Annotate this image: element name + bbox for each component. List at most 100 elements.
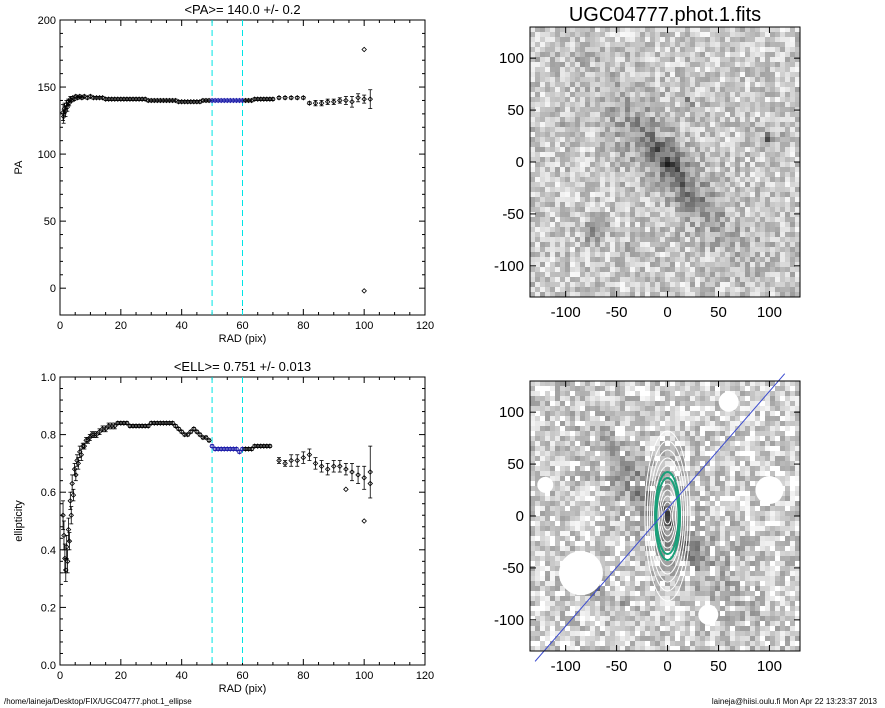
pixel (735, 421, 740, 426)
pixel (630, 446, 635, 451)
pixel (615, 456, 620, 461)
data-point (261, 96, 267, 102)
pixel (580, 37, 585, 42)
pixel (725, 82, 730, 87)
pixel (675, 122, 680, 127)
pixel (675, 441, 680, 446)
pixel (790, 192, 795, 197)
pixel (665, 47, 670, 52)
pixel (540, 82, 545, 87)
pixel (535, 82, 540, 87)
pixel (705, 127, 710, 132)
pixel (700, 421, 705, 426)
pixel (685, 162, 690, 167)
pixel (620, 182, 625, 187)
pixel (730, 62, 735, 67)
pixel (675, 82, 680, 87)
pixel (580, 127, 585, 132)
pixel (795, 87, 800, 92)
pixel (625, 446, 630, 451)
pixel (530, 441, 535, 446)
pixel (715, 277, 720, 282)
data-point (64, 104, 71, 110)
pixel (590, 97, 595, 102)
pixel (630, 67, 635, 72)
pixel (795, 282, 800, 287)
pixel (655, 107, 660, 112)
pixel (680, 381, 685, 386)
pixel (740, 272, 745, 277)
pixel (695, 227, 700, 232)
pixel (655, 421, 660, 426)
pixel (705, 287, 710, 292)
pixel (655, 162, 660, 167)
pixel (660, 112, 665, 117)
pixel (715, 461, 720, 466)
pixel (705, 202, 710, 207)
pixel (625, 406, 630, 411)
pixel (540, 401, 545, 406)
pixel (535, 207, 540, 212)
pixel (640, 426, 645, 431)
pixel (730, 471, 735, 476)
pixel (590, 277, 595, 282)
pixel (660, 117, 665, 122)
pixel (795, 142, 800, 147)
pixel (705, 77, 710, 82)
pixel (550, 132, 555, 137)
pixel (635, 451, 640, 456)
pixel (730, 252, 735, 257)
pixel (580, 142, 585, 147)
pixel (550, 192, 555, 197)
pixel (670, 386, 675, 391)
pixel (750, 441, 755, 446)
pixel (585, 47, 590, 52)
pixel (625, 277, 630, 282)
pixel (685, 426, 690, 431)
pixel (785, 466, 790, 471)
pixel (625, 62, 630, 67)
pixel (670, 242, 675, 247)
pixel (700, 157, 705, 162)
pixel (765, 406, 770, 411)
pixel (715, 82, 720, 87)
pixel (570, 396, 575, 401)
data-point (251, 96, 258, 102)
pixel (540, 47, 545, 52)
pixel (785, 102, 790, 107)
pixel (535, 152, 540, 157)
pixel (700, 202, 705, 207)
pixel (705, 461, 710, 466)
pixel (550, 157, 555, 162)
pixel (605, 82, 610, 87)
pixel (605, 242, 610, 247)
pixel (755, 217, 760, 222)
pixel (660, 406, 665, 411)
pixel (620, 67, 625, 72)
pixel (710, 401, 715, 406)
pixel (760, 456, 765, 461)
pixel (680, 257, 685, 262)
pixel (610, 391, 615, 396)
pixel (725, 282, 730, 287)
pixel (595, 431, 600, 436)
pixel (705, 62, 710, 67)
pixel (575, 147, 580, 152)
pixel (790, 32, 795, 37)
pixel (750, 182, 755, 187)
pixel (590, 267, 595, 272)
pixel (775, 222, 780, 227)
pixel (715, 47, 720, 52)
pixel (570, 461, 575, 466)
pixel (640, 202, 645, 207)
pixel (620, 272, 625, 277)
pixel (685, 47, 690, 52)
pixel (770, 82, 775, 87)
pixel (790, 396, 795, 401)
pixel (730, 451, 735, 456)
pixel (660, 416, 665, 421)
pixel (675, 197, 680, 202)
pixel (695, 67, 700, 72)
pixel (670, 102, 675, 107)
pixel (635, 426, 640, 431)
